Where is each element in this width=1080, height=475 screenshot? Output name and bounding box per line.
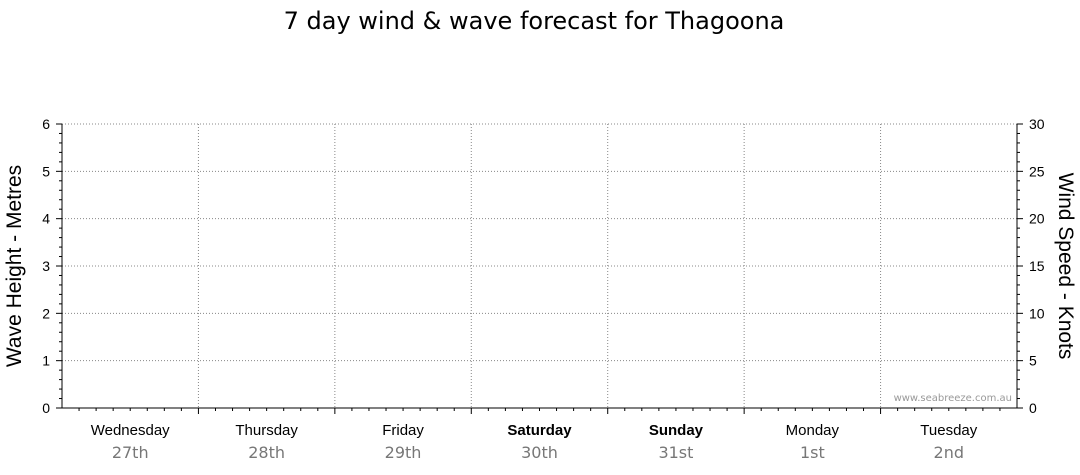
day-name-label: Tuesday xyxy=(920,422,977,439)
right-tick-label: 5 xyxy=(1029,353,1037,369)
left-tick-labels: 0 1 2 3 4 5 6 xyxy=(42,116,50,416)
day-date-label: 1st xyxy=(800,443,825,462)
day-date-label: 31st xyxy=(658,443,693,462)
left-tick-label: 2 xyxy=(42,305,50,321)
day-date-label: 28th xyxy=(248,443,285,462)
grid-layer xyxy=(62,123,1017,408)
right-tick-label: 0 xyxy=(1029,400,1037,416)
day-date-label: 29th xyxy=(385,443,422,462)
left-tick-label: 1 xyxy=(42,353,50,369)
day-labels: Wednesday 27th Thursday 28th Friday 29th Satur… xyxy=(91,422,978,462)
left-tick-label: 6 xyxy=(42,116,50,132)
left-tick-label: 3 xyxy=(42,258,50,274)
right-tick-label: 15 xyxy=(1029,258,1045,274)
right-tick-labels: 0 5 10 15 20 25 30 xyxy=(1029,116,1045,416)
day-date-label: 27th xyxy=(112,443,149,462)
left-tick-label: 0 xyxy=(42,400,50,416)
y-axis-left-title: Wave Height - Metres xyxy=(3,165,26,367)
day-name-label: Sunday xyxy=(649,422,704,439)
day-name-label: Monday xyxy=(786,422,840,439)
day-name-label: Wednesday xyxy=(91,422,170,439)
right-tick-label: 25 xyxy=(1029,163,1045,179)
right-tick-label: 10 xyxy=(1029,305,1045,321)
day-date-label: 2nd xyxy=(934,443,964,462)
watermark: www.seabreeze.com.au xyxy=(894,393,1012,404)
day-name-label: Friday xyxy=(382,422,424,439)
right-tick-label: 20 xyxy=(1029,211,1045,227)
axes xyxy=(56,123,1023,414)
y-axis-right-title: Wind Speed - Knots xyxy=(1054,173,1077,360)
right-tick-label: 30 xyxy=(1029,116,1045,132)
left-tick-label: 5 xyxy=(42,163,50,179)
day-name-label: Saturday xyxy=(507,422,572,439)
day-date-label: 30th xyxy=(521,443,558,462)
chart-title: 7 day wind & wave forecast for Thagoona xyxy=(284,7,785,35)
left-tick-label: 4 xyxy=(42,211,50,227)
day-name-label: Thursday xyxy=(235,422,298,439)
